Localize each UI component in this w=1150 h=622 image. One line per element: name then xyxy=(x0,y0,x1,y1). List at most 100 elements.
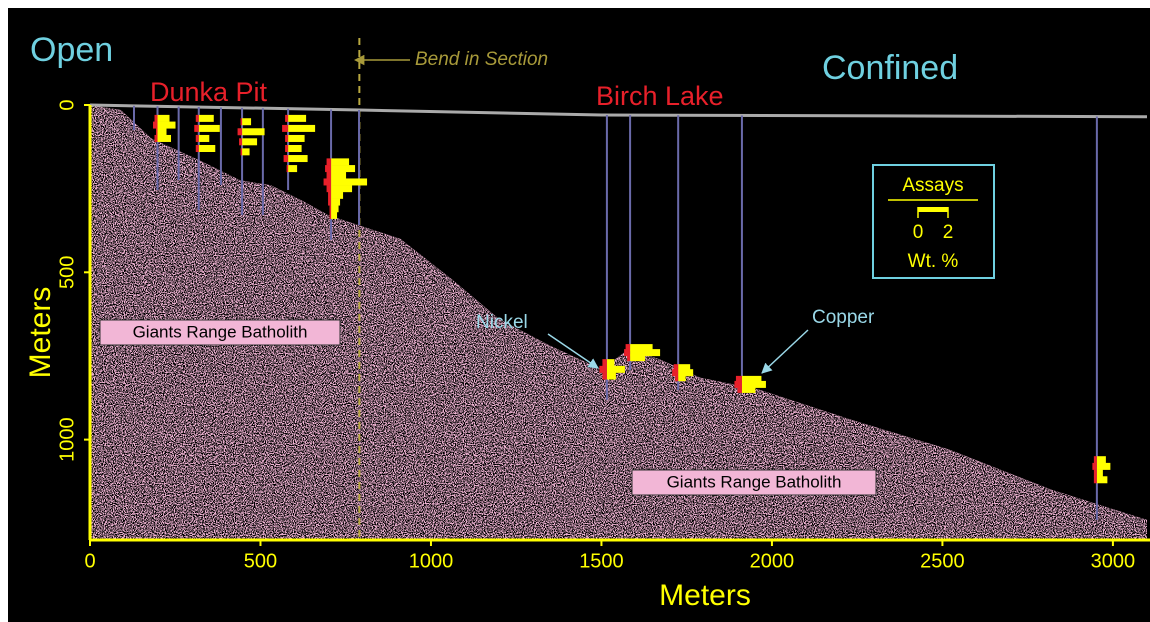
copper-assay xyxy=(1097,456,1106,463)
nickel-assay xyxy=(194,125,199,132)
nickel-assay xyxy=(284,155,289,162)
copper-assay xyxy=(331,205,339,212)
copper-assay xyxy=(630,354,645,361)
legend-unit: Wt. % xyxy=(908,251,959,272)
copper-assay xyxy=(158,115,170,122)
nickel-assay xyxy=(1094,470,1097,477)
bend-label: Bend in Section xyxy=(415,49,548,70)
copper-assay xyxy=(158,135,172,142)
copper-assay xyxy=(242,118,251,125)
legend-bar xyxy=(918,207,948,212)
copper-assay xyxy=(288,165,297,172)
nickel-assay xyxy=(156,128,158,135)
nickel-assay xyxy=(327,185,332,192)
nickel-assay xyxy=(330,205,332,212)
copper-assay xyxy=(678,374,686,381)
x-tick-label: 1000 xyxy=(409,550,454,572)
nickel-assay xyxy=(285,135,288,142)
copper-assay xyxy=(199,115,214,122)
copper-assay xyxy=(331,199,340,206)
copper-assay xyxy=(1097,463,1111,470)
nickel-assay xyxy=(1092,463,1097,470)
page: Bend in Section0500100015002000250030000… xyxy=(0,0,1150,622)
nickel-assay xyxy=(196,145,199,152)
region-label: Open xyxy=(30,31,113,69)
nickel-assay xyxy=(627,354,630,361)
copper-assay xyxy=(331,172,346,179)
x-tick-label: 3000 xyxy=(1091,550,1136,572)
y-tick-label: 500 xyxy=(56,256,78,289)
copper-assay xyxy=(607,366,625,373)
copper-assay xyxy=(158,128,167,135)
copper-assay xyxy=(331,212,337,219)
x-tick-label: 0 xyxy=(84,550,95,572)
nickel-assay xyxy=(196,135,199,142)
copper-assay xyxy=(288,155,308,162)
copper-assay xyxy=(331,165,355,172)
nickel-assay xyxy=(325,165,331,172)
nickel-assay xyxy=(285,145,288,152)
copper-assay xyxy=(242,128,264,135)
copper-assay xyxy=(331,185,352,192)
nickel-assay xyxy=(328,192,331,199)
copper-assay xyxy=(288,145,302,152)
nickel-assay xyxy=(155,135,158,142)
mineral-label: Copper xyxy=(812,307,875,328)
site-label: Dunka Pit xyxy=(150,77,268,107)
nickel-assay xyxy=(327,158,332,165)
nickel-assay xyxy=(1094,456,1097,463)
nickel-assay xyxy=(241,148,243,155)
copper-assay xyxy=(242,148,250,155)
nickel-assay xyxy=(330,212,332,219)
copper-assay xyxy=(331,158,349,165)
y-tick-label: 1000 xyxy=(56,417,78,462)
copper-assay xyxy=(331,192,343,199)
legend-tick-label: 2 xyxy=(943,222,954,243)
nickel-assay xyxy=(602,359,607,366)
nickel-assay xyxy=(153,122,158,129)
copper-assay xyxy=(158,122,176,129)
region-label: Confined xyxy=(822,49,958,87)
rock-label: Giants Range Batholith xyxy=(133,322,308,341)
copper-assay xyxy=(1097,476,1108,483)
site-label: Birch Lake xyxy=(596,81,724,111)
nickel-assay xyxy=(155,115,158,122)
mineral-label: Nickel xyxy=(476,312,528,333)
nickel-assay xyxy=(599,366,607,373)
legend-tick-label: 0 xyxy=(913,222,924,243)
copper-assay xyxy=(288,125,315,132)
chart: Bend in Section0500100015002000250030000… xyxy=(0,0,1150,622)
nickel-assay xyxy=(196,115,199,122)
rock-label: Giants Range Batholith xyxy=(667,472,842,491)
legend-title: Assays xyxy=(902,175,963,196)
copper-assay xyxy=(607,359,615,366)
copper-assay xyxy=(1097,470,1103,477)
copper-assay xyxy=(331,178,367,185)
nickel-assay xyxy=(285,115,288,122)
nickel-assay xyxy=(1094,476,1097,483)
y-tick-label: 0 xyxy=(56,99,78,110)
nickel-assay xyxy=(287,165,289,172)
copper-assay xyxy=(607,373,616,380)
nickel-assay xyxy=(328,199,331,206)
x-axis-title: Meters xyxy=(659,579,751,612)
nickel-assay xyxy=(602,373,607,380)
copper-assay xyxy=(199,125,220,132)
x-tick-label: 500 xyxy=(244,550,277,572)
x-tick-label: 1500 xyxy=(579,550,624,572)
x-tick-label: 2000 xyxy=(750,550,795,572)
nickel-assay xyxy=(282,125,288,132)
x-tick-label: 2500 xyxy=(920,550,965,572)
nickel-assay xyxy=(241,118,243,125)
copper-assay xyxy=(199,135,210,142)
copper-assay xyxy=(742,386,756,393)
nickel-assay xyxy=(324,178,332,185)
copper-assay xyxy=(288,135,305,142)
nickel-assay xyxy=(675,374,678,381)
copper-assay xyxy=(242,138,257,145)
y-axis-title: Meters xyxy=(24,287,57,379)
nickel-assay xyxy=(239,138,242,145)
copper-assay xyxy=(199,145,216,152)
nickel-assay xyxy=(238,128,243,135)
nickel-assay xyxy=(737,386,742,393)
